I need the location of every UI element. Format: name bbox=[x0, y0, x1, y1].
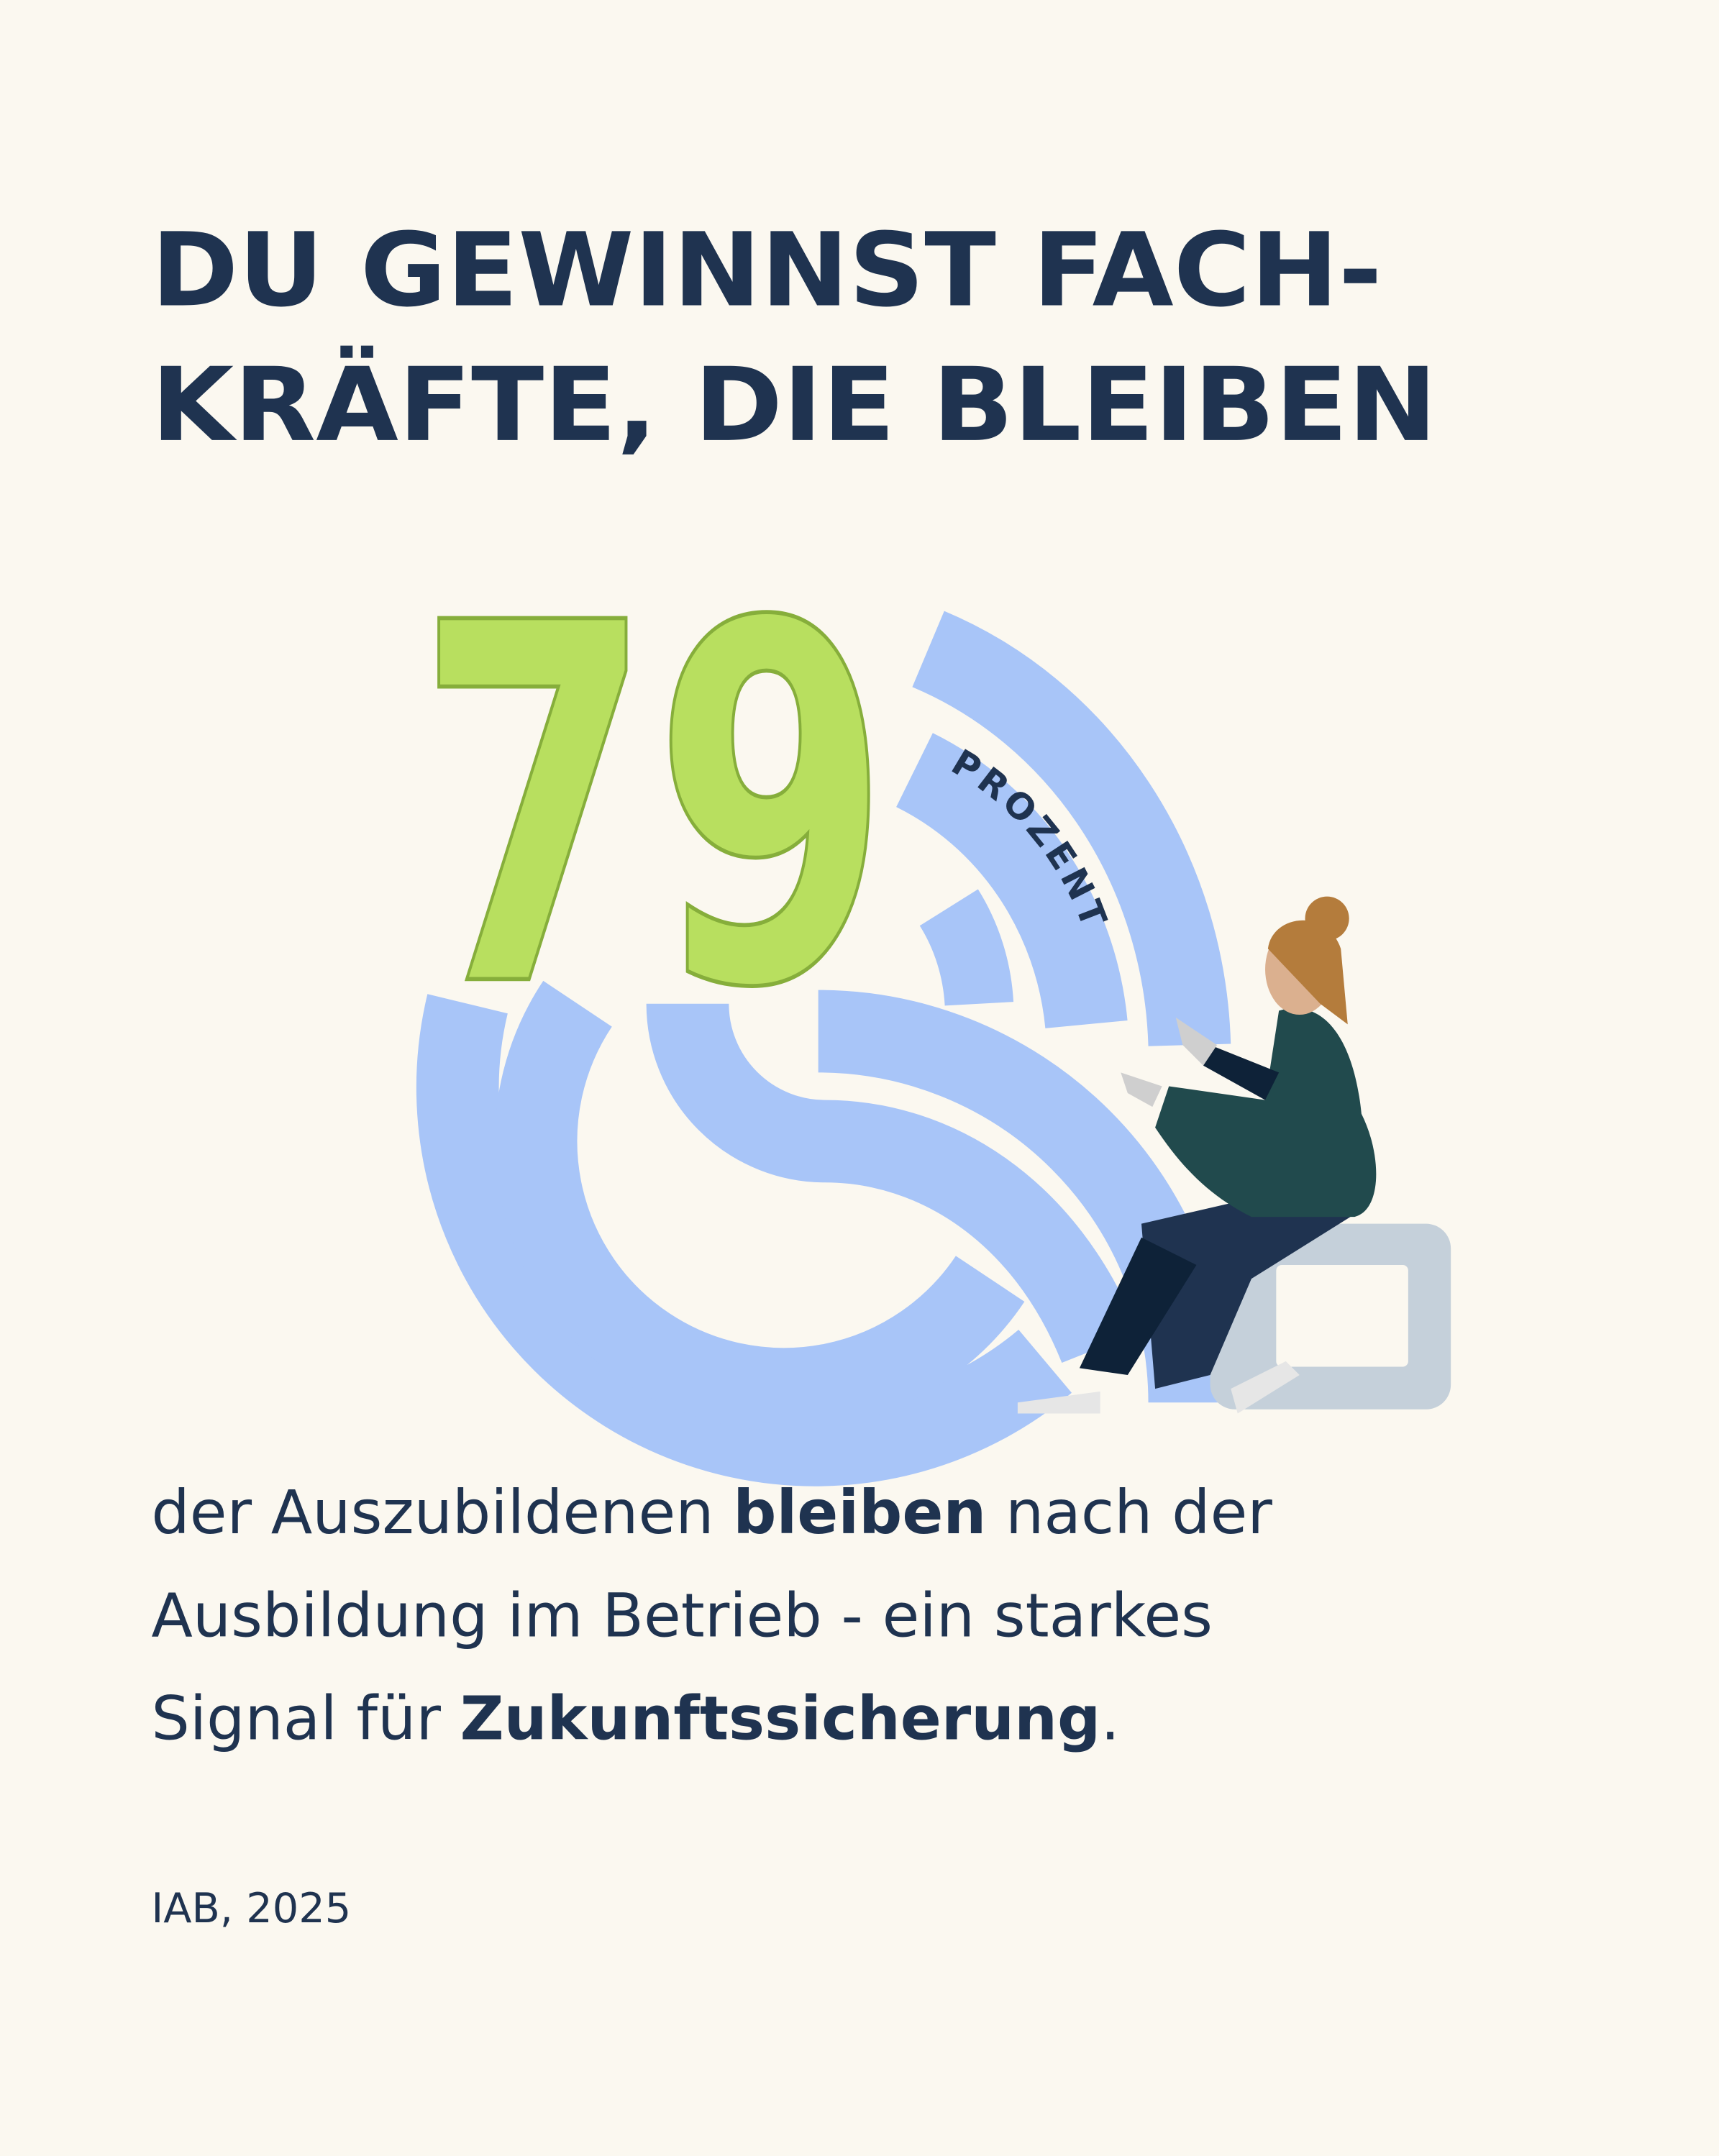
person-illustration bbox=[1017, 896, 1451, 1414]
body-line: der Auszubildenen bleiben nach der bbox=[151, 1477, 1272, 1548]
text-segment: der Auszubildenen bbox=[151, 1477, 733, 1548]
shoe bbox=[1231, 1361, 1300, 1414]
big-number: 79 bbox=[416, 520, 890, 1096]
body-line: Ausbildung im Betrieb - ein starkes bbox=[151, 1580, 1213, 1650]
hair-bun bbox=[1305, 896, 1349, 941]
arc bbox=[416, 994, 1072, 1486]
arm bbox=[1203, 1045, 1280, 1100]
source: IAB, 2025 bbox=[151, 1884, 351, 1932]
arc bbox=[895, 733, 1128, 1029]
arc bbox=[646, 1002, 1139, 1364]
torso bbox=[1155, 1008, 1377, 1218]
text-segment: Ausbildung im Betrieb - ein starkes bbox=[151, 1580, 1213, 1650]
shoe bbox=[1017, 1391, 1100, 1414]
leg bbox=[1079, 1237, 1197, 1375]
body-line: Signal für Zukunftssicherung. bbox=[151, 1684, 1120, 1754]
title-line: KRÄFTE, DIE BLEIBEN bbox=[151, 346, 1437, 465]
bold-text: Zukunftssicherung bbox=[460, 1684, 1101, 1754]
arc bbox=[919, 889, 1014, 1007]
arc bbox=[494, 981, 1025, 1430]
text-segment: Signal für bbox=[151, 1684, 460, 1754]
legs bbox=[1141, 1182, 1362, 1389]
text-segment: nach der bbox=[986, 1477, 1272, 1548]
hand bbox=[1175, 1017, 1218, 1066]
hand bbox=[1121, 1072, 1162, 1107]
arc bbox=[912, 611, 1231, 1046]
hair bbox=[1267, 920, 1348, 1025]
bold-text: bleiben bbox=[733, 1477, 986, 1548]
body-text: der Auszubildenen bleiben nach der Ausbil… bbox=[151, 1477, 1272, 1754]
text-segment: . bbox=[1100, 1684, 1120, 1754]
title-line: DU GEWINNST FACH- bbox=[151, 211, 1382, 329]
stool-inner bbox=[1276, 1265, 1408, 1367]
